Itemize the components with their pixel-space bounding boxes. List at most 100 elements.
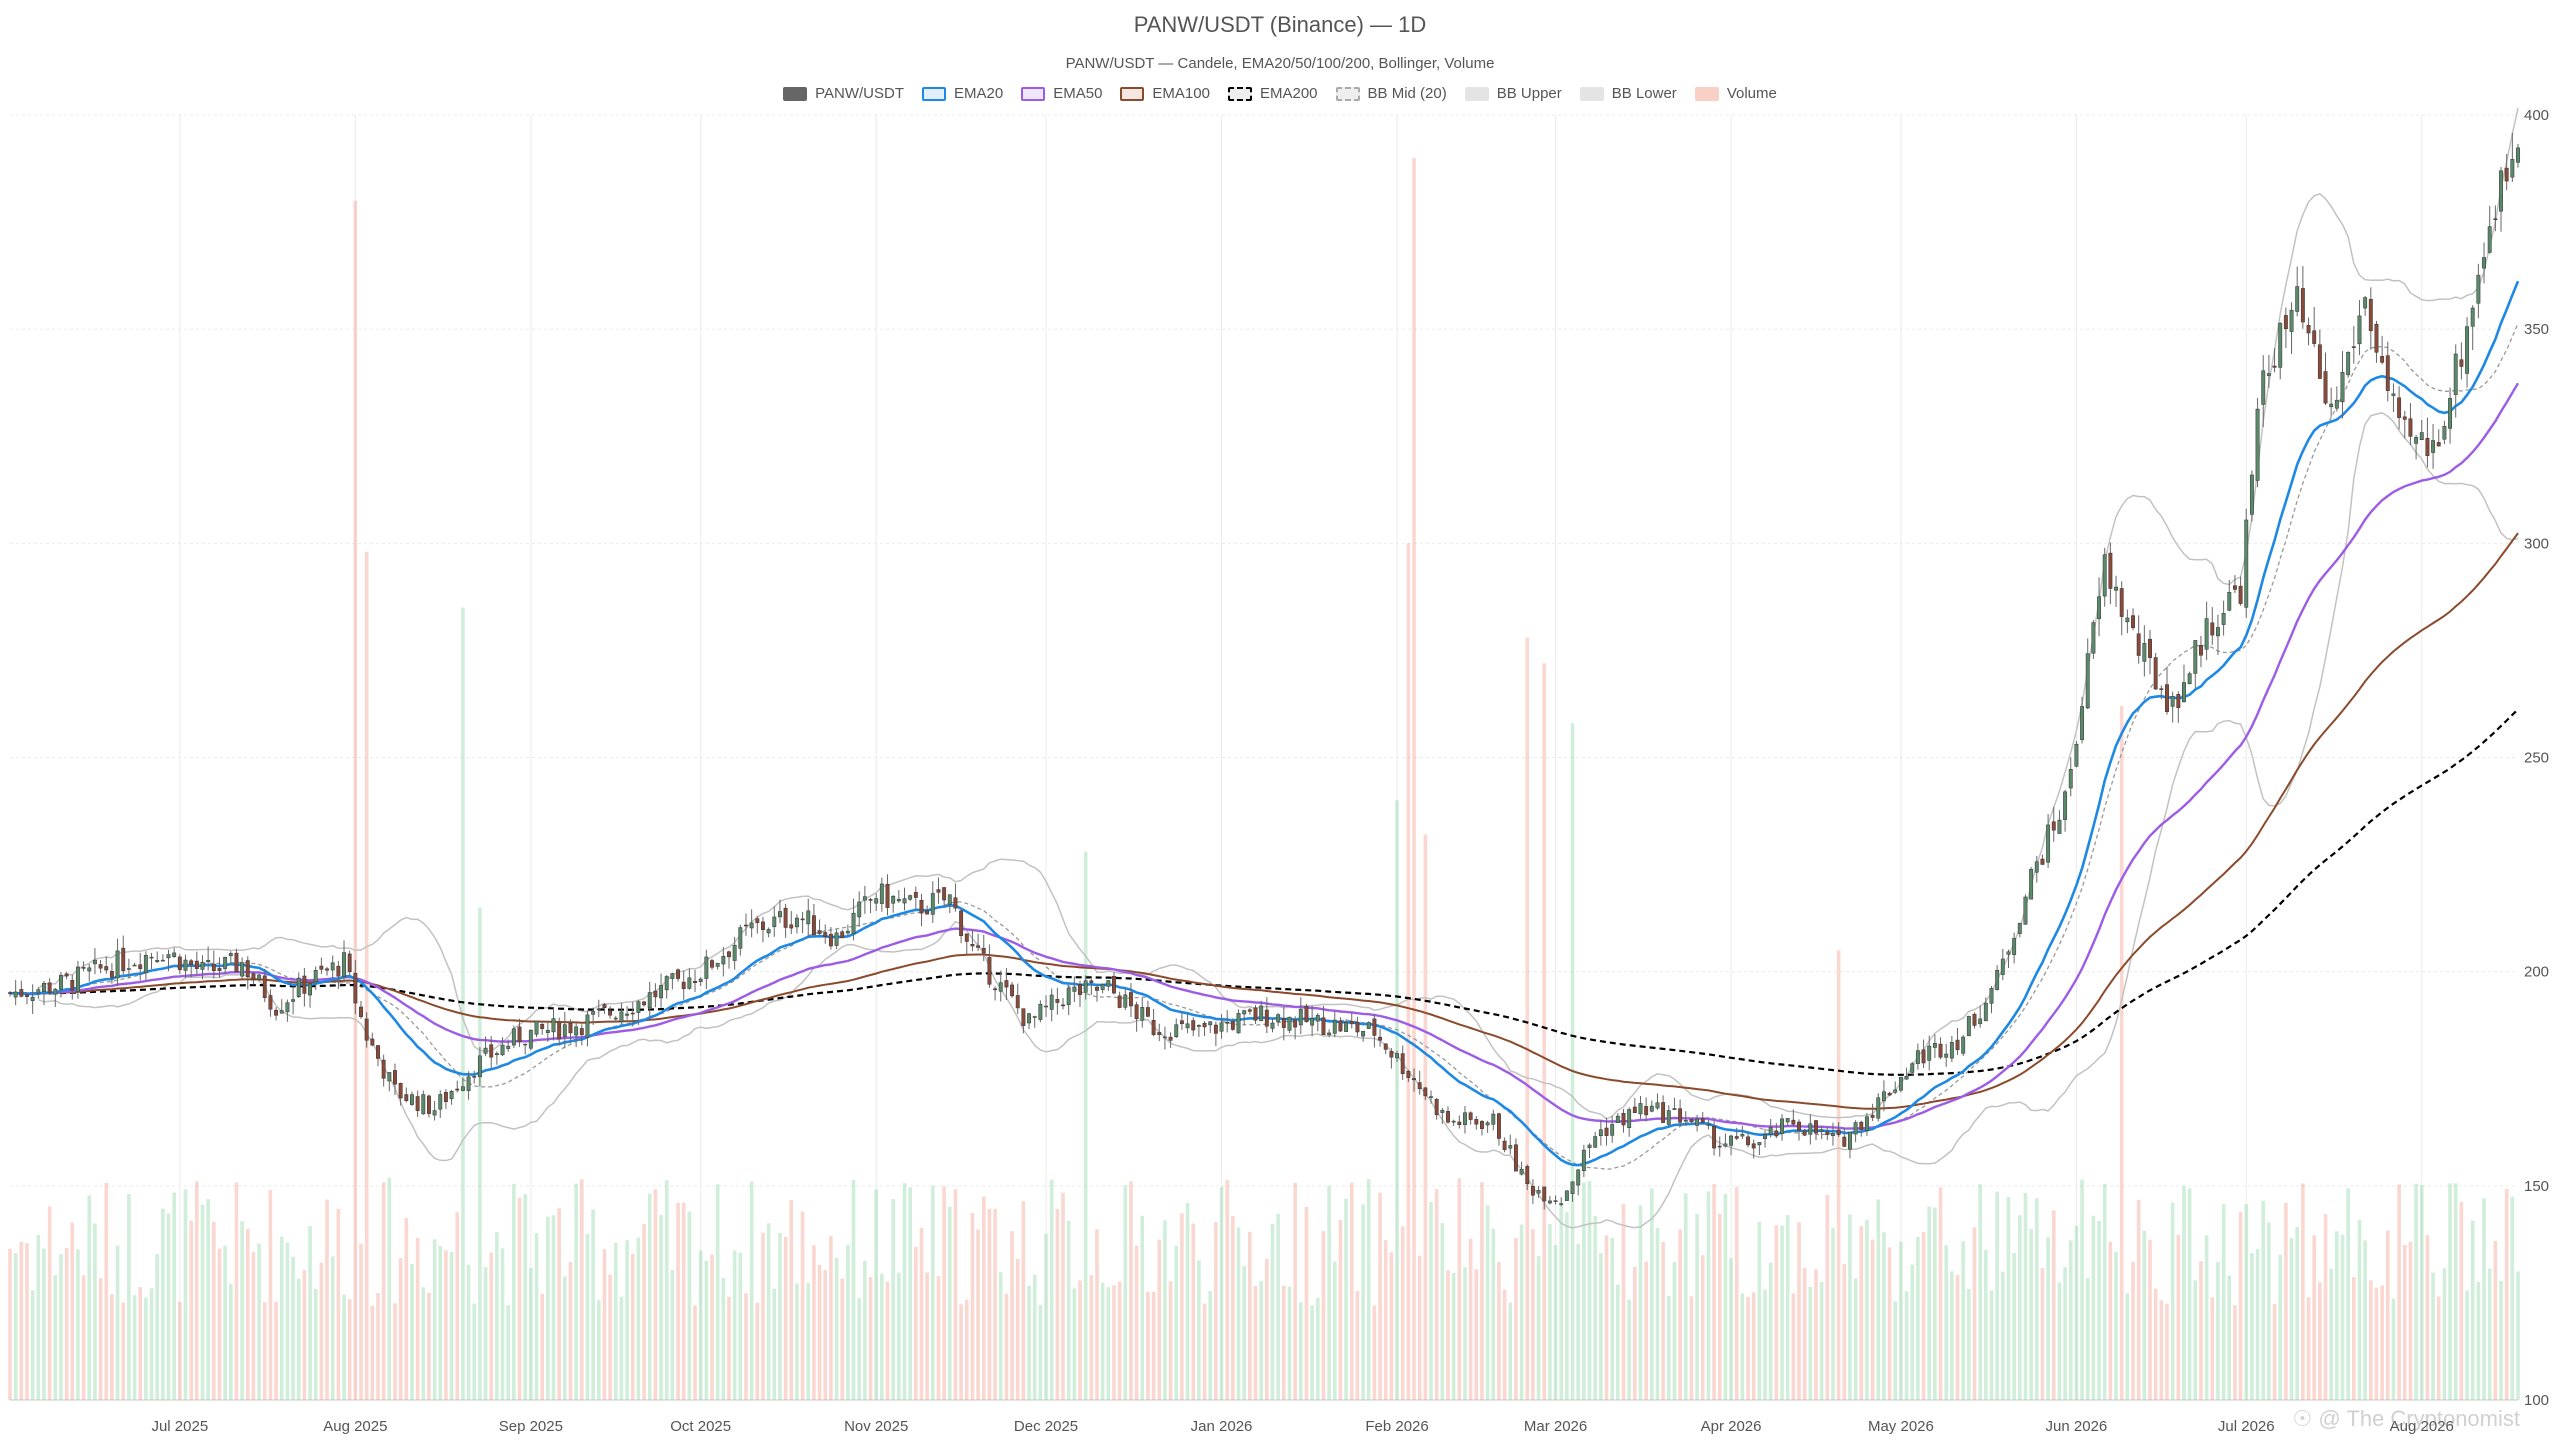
volume-bar	[234, 1182, 239, 1400]
x-tick-label: Oct 2025	[670, 1418, 731, 1435]
candle-body	[1547, 1200, 1552, 1204]
volume-bar	[1225, 1180, 1230, 1400]
volume-bar	[1191, 1223, 1196, 1400]
candle-body	[1949, 1042, 1954, 1059]
volume-bar	[1916, 1236, 1920, 1400]
candle-body	[1429, 1096, 1433, 1098]
candle-body	[2249, 474, 2254, 515]
candle-body	[410, 1094, 414, 1105]
candle	[143, 951, 148, 980]
legend-item[interactable]: BB Mid (20)	[1335, 85, 1447, 102]
volume-bar	[279, 1236, 284, 1400]
candle-body	[2210, 622, 2215, 636]
candle-body	[1055, 999, 1060, 1003]
candle-body	[1474, 1119, 1479, 1125]
candle-body	[1893, 1089, 1898, 1093]
legend-item[interactable]: PANW/USDT	[783, 85, 904, 102]
candle-body	[64, 973, 69, 977]
volume-bar	[512, 1183, 516, 1400]
candle	[2159, 685, 2164, 700]
legend-item[interactable]: EMA50	[1021, 85, 1102, 102]
volume-bar	[2363, 1240, 2367, 1400]
candle	[1145, 1000, 1150, 1018]
candle-body	[2397, 397, 2402, 418]
candle	[2436, 429, 2441, 447]
candle	[908, 894, 913, 901]
candle	[2448, 387, 2453, 444]
candle	[1417, 1070, 1422, 1095]
volume-bar	[1729, 1258, 1733, 1400]
candle	[574, 1022, 579, 1048]
candle-body	[194, 960, 199, 969]
candle	[2283, 307, 2288, 349]
legend-item[interactable]: EMA100	[1120, 85, 1210, 102]
legend-item[interactable]: Volume	[1694, 85, 1777, 102]
candle	[1315, 1013, 1320, 1032]
volume-bar	[70, 1222, 75, 1400]
volume-bar	[1383, 1240, 1388, 1400]
volume-bar	[1395, 800, 1399, 1400]
volume-bar	[1746, 1297, 1750, 1400]
volume-bar	[262, 1302, 267, 1400]
volume-bar	[313, 1288, 318, 1400]
volume-bar	[2284, 1202, 2288, 1400]
candle	[2165, 666, 2169, 715]
volume-bar	[2380, 1285, 2384, 1400]
candle	[1700, 1112, 1705, 1123]
candle	[2199, 635, 2203, 668]
volume-bar	[1938, 1187, 1943, 1400]
candle	[2114, 575, 2118, 607]
candle	[1213, 1021, 1218, 1047]
volume-bar	[500, 1248, 505, 1400]
candle-body	[1123, 994, 1128, 1008]
candle-body	[540, 1024, 545, 1029]
candle	[268, 989, 273, 1017]
volume-bar	[393, 1303, 397, 1400]
candle	[1151, 1008, 1156, 1037]
candle-body	[596, 1008, 601, 1011]
candle	[925, 905, 930, 915]
volume-bar	[1910, 1264, 1915, 1400]
candle-body	[2334, 399, 2339, 409]
candle-body	[981, 947, 986, 954]
candle-body	[1587, 1144, 1592, 1148]
volume-bar	[427, 1292, 431, 1400]
candle-body	[789, 924, 794, 929]
candle-body	[2238, 585, 2243, 604]
candle-body	[704, 956, 709, 979]
candle-body	[2051, 821, 2056, 831]
legend-item[interactable]: BB Lower	[1579, 85, 1677, 102]
candle-body	[166, 954, 171, 959]
legend-item[interactable]: EMA20	[922, 85, 1003, 102]
candle-body	[2482, 257, 2486, 269]
candle	[1632, 1097, 1637, 1114]
candle-body	[2408, 418, 2413, 437]
volume-bar	[1553, 1245, 1558, 1400]
volume-bar	[914, 1246, 918, 1400]
volume-bar	[1955, 1274, 1960, 1400]
legend-item[interactable]: EMA200	[1227, 85, 1318, 102]
candle-body	[1213, 1024, 1218, 1034]
legend-item[interactable]: BB Upper	[1464, 85, 1562, 102]
volume-bar	[2187, 1188, 2192, 1400]
volume-bar	[1327, 1185, 1331, 1400]
volume-bar	[1616, 1284, 1620, 1400]
volume-bar	[1134, 1245, 1139, 1400]
volume-bar	[704, 1260, 709, 1400]
volume-bar	[1649, 1188, 1654, 1400]
candle	[676, 968, 680, 982]
volume-bar	[1321, 1231, 1326, 1400]
candle	[2363, 295, 2368, 316]
volume-bar	[2329, 1268, 2333, 1400]
candle	[2204, 601, 2209, 661]
volume-bar	[268, 1190, 273, 1400]
candle	[976, 933, 981, 952]
volume-bar	[647, 1193, 652, 1400]
volume-bar	[483, 1267, 488, 1400]
candle	[1621, 1108, 1626, 1133]
candle	[274, 1007, 279, 1021]
volume-bar	[1214, 1222, 1218, 1400]
candle	[2148, 629, 2152, 675]
candle	[1825, 1126, 1830, 1141]
volume-bar	[1129, 1181, 1133, 1400]
